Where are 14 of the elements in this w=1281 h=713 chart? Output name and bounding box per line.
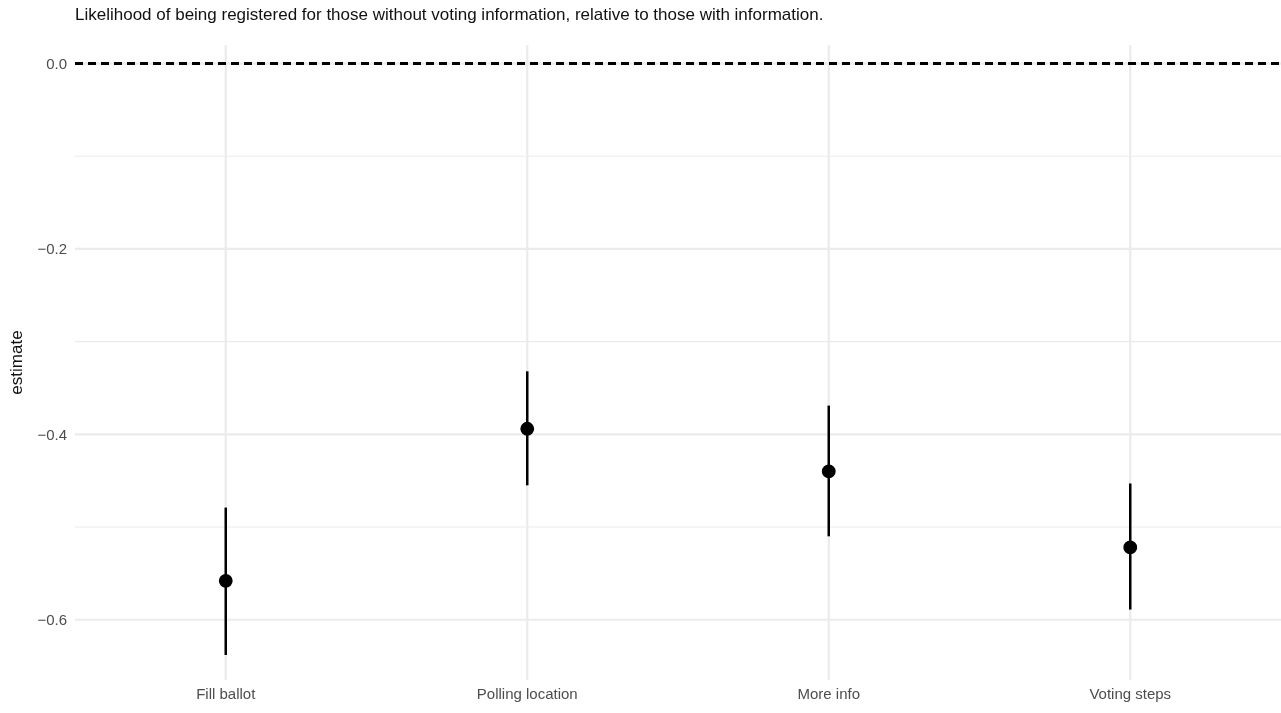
point (1123, 540, 1138, 555)
x-tick-label: Polling location (476, 684, 578, 702)
x-tick-label: More info (797, 684, 861, 702)
point (821, 464, 836, 479)
y-tick-label: −0.6 (37, 611, 67, 629)
chart-title: Likelihood of being registered for those without voting information, relative to those with information. (75, 5, 824, 24)
x-tick-label: Voting steps (1089, 684, 1172, 702)
point (218, 573, 233, 588)
y-tick-label: −0.2 (37, 240, 67, 258)
point (520, 421, 535, 436)
y-tick-label: 0.0 (46, 54, 67, 72)
y-axis-title: estimate (7, 330, 26, 395)
y-tick-label: −0.4 (37, 425, 67, 443)
x-tick-label: Fill ballot (196, 684, 257, 702)
